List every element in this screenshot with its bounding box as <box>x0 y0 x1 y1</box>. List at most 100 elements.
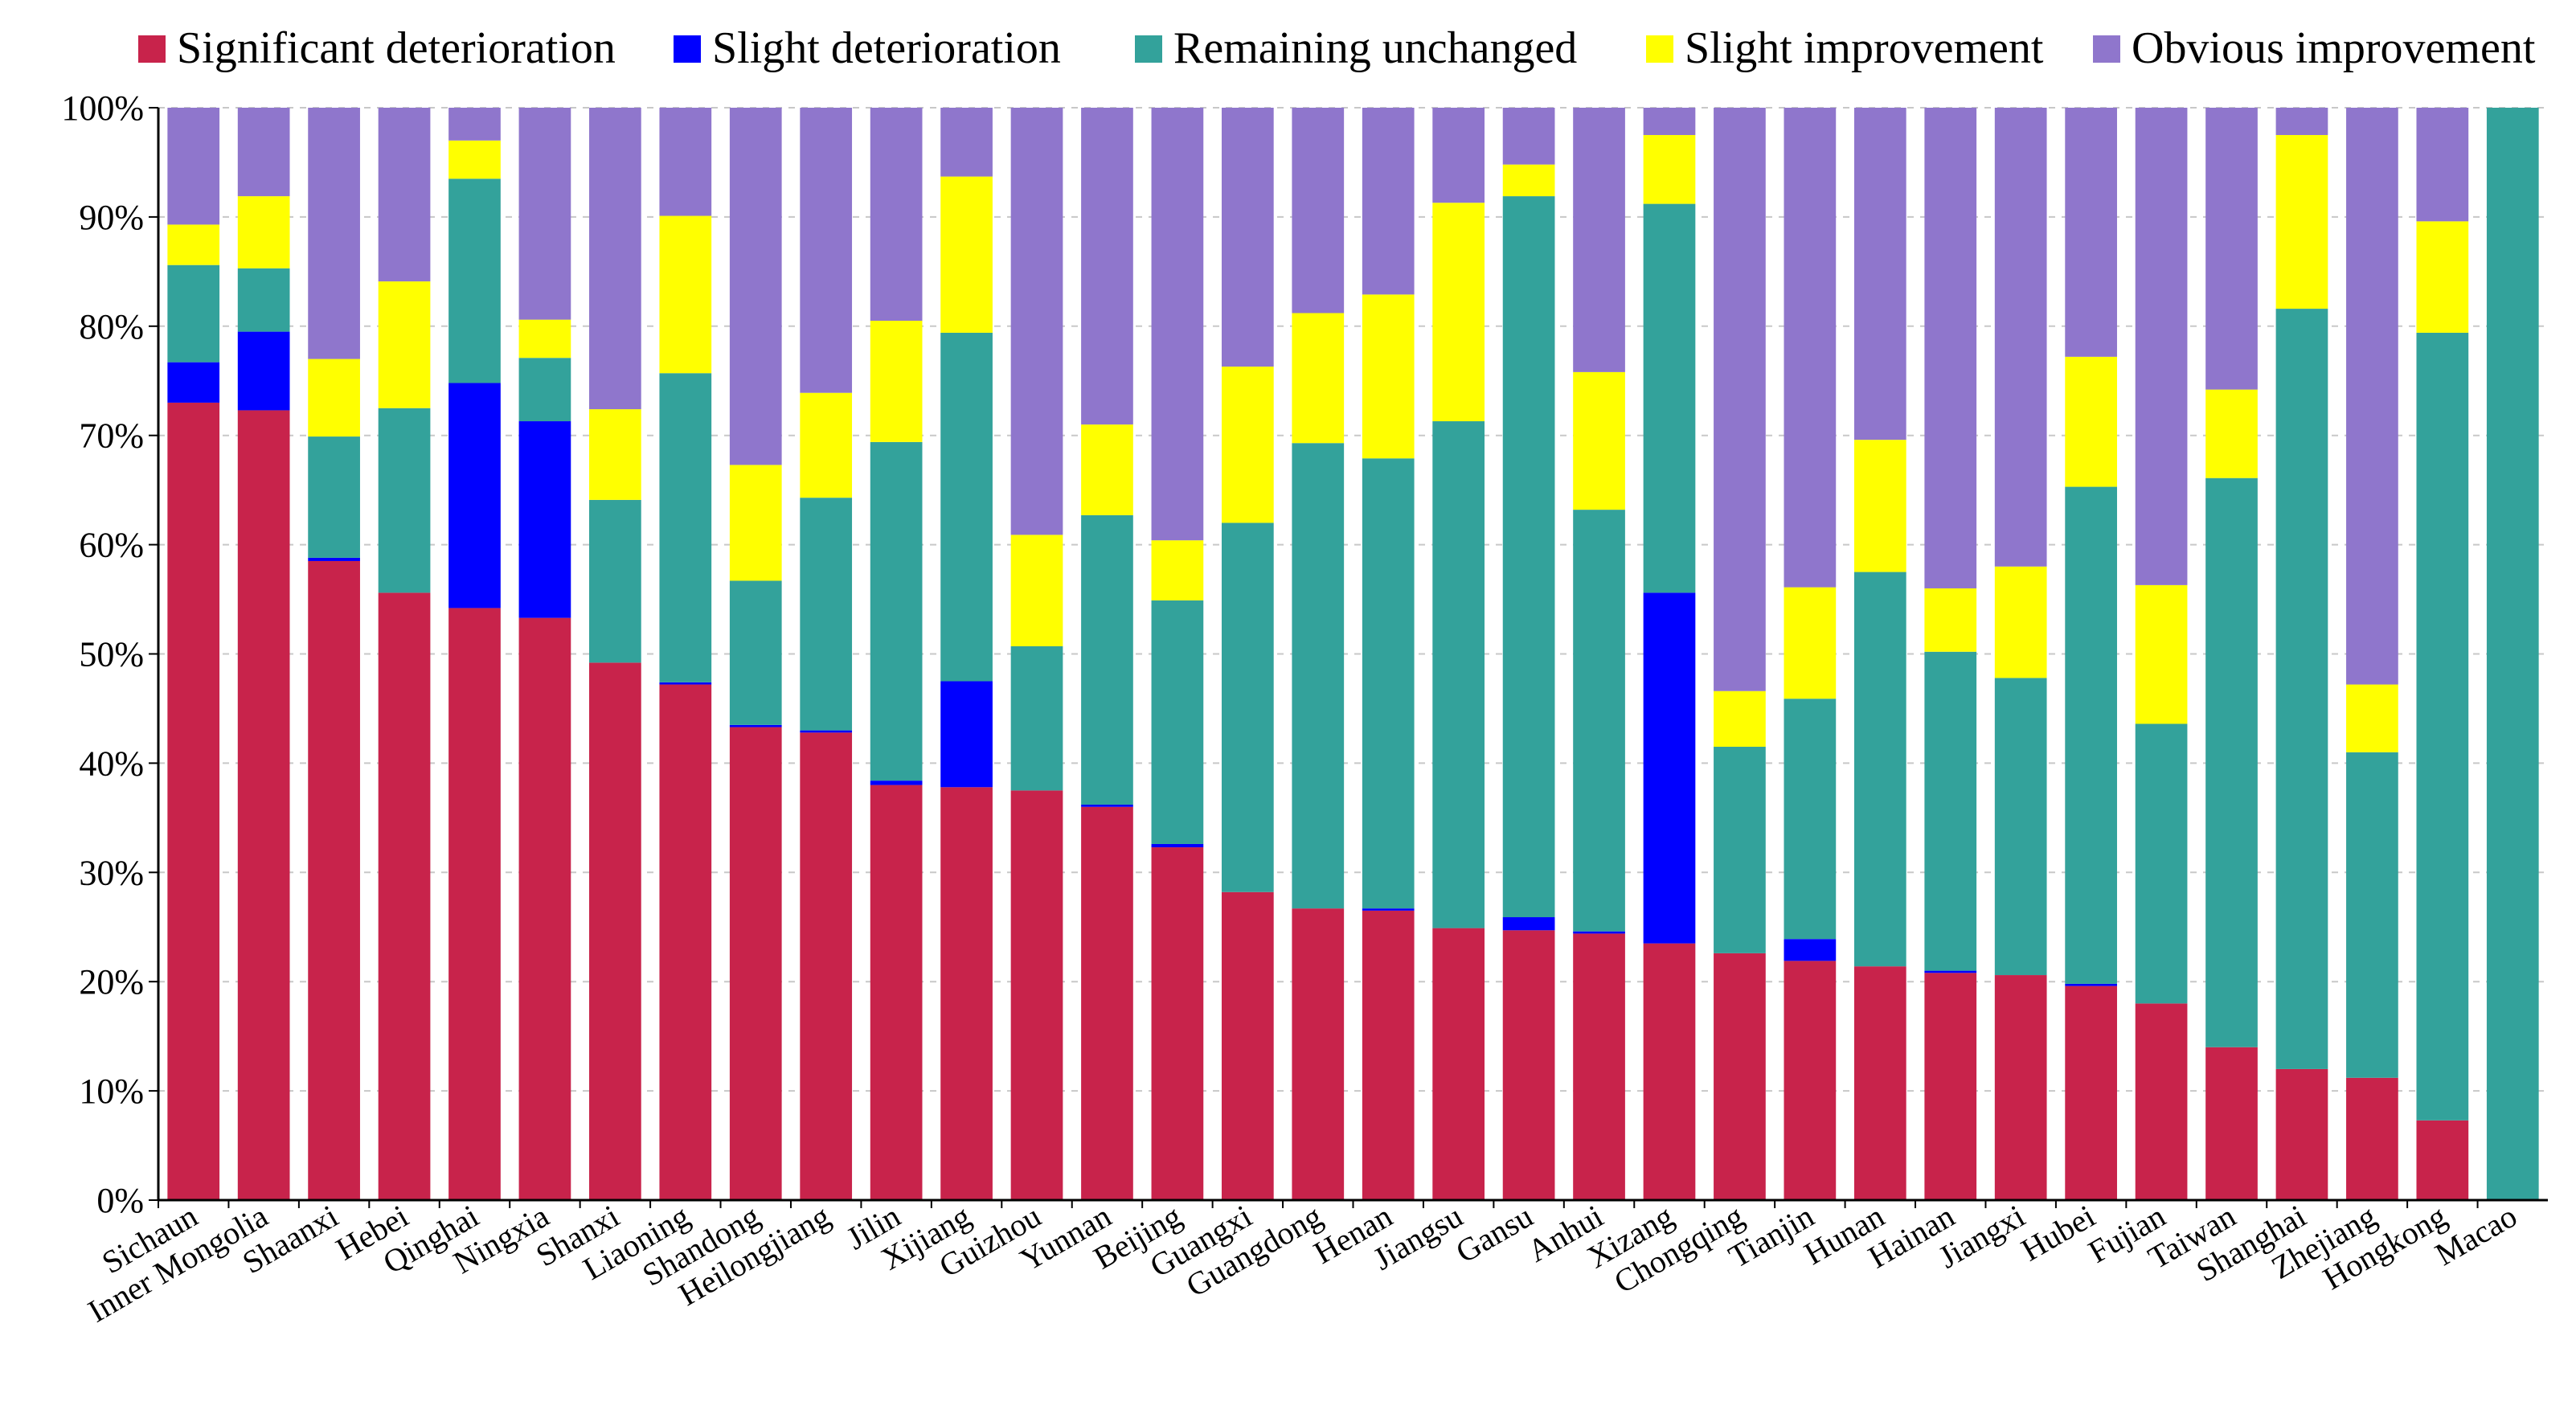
bar-segment <box>167 108 220 225</box>
bar-segment <box>167 264 220 363</box>
bar-segment <box>1081 805 1133 807</box>
bar-segment <box>167 362 220 403</box>
bar-segment <box>1432 203 1485 422</box>
y-tick-label: 50% <box>79 635 144 674</box>
bar-segment <box>1502 196 1555 918</box>
legend-swatch <box>674 35 701 63</box>
bar-segment <box>1714 747 1766 953</box>
bar-segment <box>308 108 360 359</box>
bar-segment <box>659 684 712 1200</box>
bar-segment <box>1643 592 1696 944</box>
bar-segment <box>870 441 923 781</box>
bar-segment <box>448 140 501 179</box>
bar-segment <box>1081 424 1133 515</box>
bar-segment <box>589 662 641 1200</box>
bar-segment <box>167 402 220 1200</box>
bar-segment <box>1853 572 1906 967</box>
bar-segment <box>2135 584 2188 724</box>
bar-segment <box>1151 843 1204 848</box>
legend: Significant deterioration Slight deterior… <box>138 23 2536 73</box>
bar-segment <box>800 730 853 733</box>
bar-segment <box>1784 961 1837 1200</box>
legend-swatch <box>1135 35 1162 63</box>
bar-segment <box>1784 587 1837 699</box>
bar-segment <box>378 281 431 408</box>
bar-segment <box>589 499 641 663</box>
bar-segment <box>940 332 993 682</box>
bar-segment <box>1784 108 1837 588</box>
bar-segment <box>1643 203 1696 593</box>
legend-label: Remaining unchanged <box>1173 23 1577 73</box>
bar-segment <box>1010 108 1063 535</box>
bar-segment <box>1292 313 1345 444</box>
bar-segment <box>1081 108 1133 425</box>
bar-segment <box>870 108 923 322</box>
bar-segment <box>308 560 360 1200</box>
legend-label: Slight deterioration <box>712 23 1061 73</box>
bar-segment <box>1292 908 1345 1200</box>
legend-label: Obvious improvement <box>2132 23 2536 73</box>
bar-segment <box>800 392 853 498</box>
bar-segment <box>518 108 571 320</box>
bar-segment <box>1502 917 1555 931</box>
bar-segment <box>2135 1003 2188 1200</box>
bar-segment <box>2065 356 2117 487</box>
bar-segment <box>1081 514 1133 805</box>
bar-segment <box>2416 108 2469 222</box>
y-tick-label: 10% <box>79 1072 144 1111</box>
bar-segment <box>1924 970 1977 973</box>
bar-segment <box>1643 943 1696 1200</box>
bar-segment <box>1853 440 1906 572</box>
bar-segment <box>448 383 501 609</box>
x-tick-label: Gansu <box>1450 1198 1539 1270</box>
bar-segment <box>729 727 782 1200</box>
bar-segment <box>589 108 641 410</box>
bar-segment <box>2416 332 2469 1121</box>
bar-segment <box>2416 1120 2469 1200</box>
bar-segment <box>1714 108 1766 691</box>
bar-segment <box>2346 752 2398 1078</box>
bar-segment <box>1643 134 1696 204</box>
bar-segment <box>308 436 360 558</box>
bar-segment <box>1292 443 1345 909</box>
bar-segment <box>1573 933 1625 1200</box>
bar-segment <box>1502 930 1555 1200</box>
bar-segment <box>1362 458 1415 909</box>
bar-segment <box>2065 108 2117 357</box>
bar-segment <box>940 681 993 788</box>
bar-segment <box>1432 928 1485 1200</box>
bar-segment <box>237 108 290 197</box>
bar-segment <box>870 781 923 785</box>
bar-segment <box>237 331 290 411</box>
y-tick-label: 90% <box>79 198 144 237</box>
bar-segment <box>378 408 431 593</box>
bar-segment <box>870 785 923 1200</box>
bar-segment <box>1573 931 1625 934</box>
bar-segment <box>2346 684 2398 752</box>
legend-label: Slight improvement <box>1685 23 2044 73</box>
bar-segment <box>589 409 641 500</box>
y-tick-label: 0% <box>96 1181 144 1220</box>
bar-segment <box>659 108 712 216</box>
bar-segment <box>1151 847 1204 1200</box>
legend-swatch <box>2093 35 2120 63</box>
bar-segment <box>1784 939 1837 961</box>
bar-segment <box>729 108 782 465</box>
bar-segment <box>1924 973 1977 1200</box>
bar-segment <box>2205 1047 2258 1200</box>
bar-segment <box>2065 983 2117 986</box>
bar-segment <box>1924 588 1977 652</box>
bar-segment <box>1221 108 1274 367</box>
bar-segment <box>729 724 782 727</box>
y-tick-label: 70% <box>79 416 144 456</box>
bar-segment <box>1151 600 1204 844</box>
bar-segment <box>1151 108 1204 541</box>
bar-segment <box>1853 108 1906 441</box>
bar-segment <box>870 321 923 442</box>
bar-segment <box>518 358 571 422</box>
bar-segment <box>1714 953 1766 1200</box>
bar-segment <box>2205 389 2258 478</box>
bar-segment <box>2275 134 2328 309</box>
